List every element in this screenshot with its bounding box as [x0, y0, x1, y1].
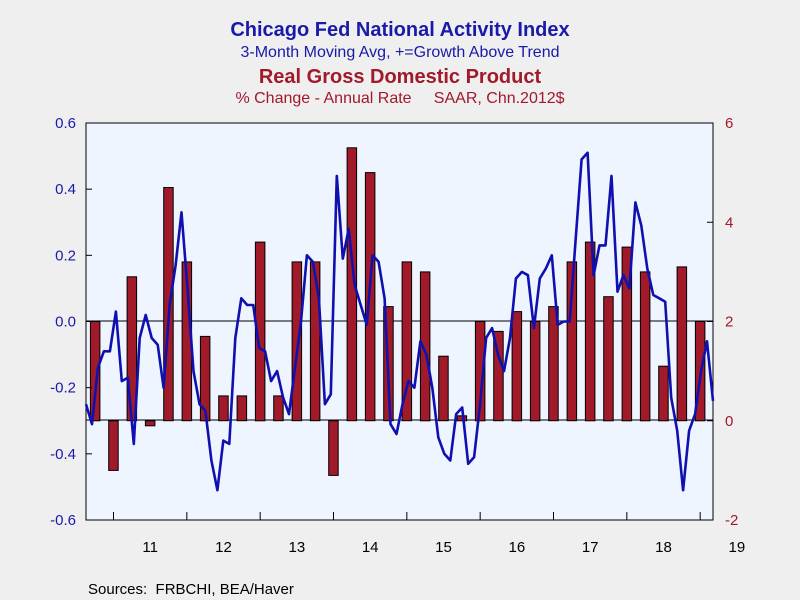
- chart-subtitle-1: 3-Month Moving Avg, +=Growth Above Trend: [241, 44, 560, 61]
- gdp-bar: [218, 395, 229, 422]
- gdp-bar: [401, 261, 413, 422]
- right-tick-label: 2: [725, 314, 733, 331]
- gdp-bar: [474, 321, 486, 422]
- x-tick-label: 18: [655, 539, 672, 556]
- x-tick-label: 13: [288, 539, 305, 556]
- gdp-bar: [566, 261, 578, 422]
- gdp-bar: [603, 296, 614, 422]
- chart-title-1: Chicago Fed National Activity Index: [230, 19, 569, 41]
- gdp-bar: [309, 261, 321, 422]
- gdp-bar: [199, 335, 211, 422]
- gdp-bar: [144, 420, 156, 427]
- gdp-bar: [456, 415, 468, 422]
- gdp-bar: [584, 241, 596, 422]
- left-tick-label: -0.6: [50, 512, 76, 529]
- left-tick-label: -0.4: [50, 446, 76, 463]
- left-tick-label: 0.0: [55, 314, 76, 331]
- right-axis: 6 4 2 0 -2: [725, 115, 738, 529]
- x-tick-label: 12: [215, 539, 232, 556]
- cfnai-line: [84, 151, 715, 492]
- gdp-bar: [438, 355, 449, 422]
- left-tick-label: 0.6: [55, 115, 76, 132]
- gdp-bar: [621, 246, 633, 422]
- gdp-bar: [89, 321, 101, 422]
- x-tick-label: 17: [582, 539, 599, 556]
- gdp-bar: [658, 365, 669, 422]
- gdp-bar: [548, 306, 559, 422]
- gdp-bar: [291, 261, 303, 422]
- chart-subtitle-2: % Change - Annual Rate SAAR, Chn.2012$: [235, 90, 564, 107]
- right-tick-label: 0: [725, 413, 733, 430]
- left-tick-label: -0.2: [50, 380, 76, 397]
- x-tick-label: 11: [142, 539, 158, 556]
- gdp-bar: [639, 271, 651, 422]
- x-tick-label: 16: [508, 539, 525, 556]
- gdp-bar: [273, 395, 284, 422]
- right-tick-label: -2: [725, 512, 738, 529]
- gdp-bar: [511, 311, 523, 422]
- chart-title-2: Real Gross Domestic Product: [259, 66, 542, 88]
- left-axis: 0.6 0.4 0.2 0.0 -0.2 -0.4 -0.6: [50, 115, 76, 529]
- x-axis: 11 12 13 14 15 16 17 18 19: [142, 539, 745, 556]
- x-tick-label: 15: [435, 539, 452, 556]
- source-note: Sources: FRBCHI, BEA/Haver: [88, 581, 294, 598]
- left-tick-label: 0.4: [55, 181, 76, 198]
- right-tick-label: 6: [725, 115, 733, 132]
- x-tick-label: 19: [728, 539, 745, 556]
- gdp-bar: [346, 147, 358, 422]
- gdp-bar: [254, 241, 266, 422]
- cfnai-series-line: [84, 151, 715, 492]
- gdp-bar: [529, 321, 541, 422]
- gdp-bar: [493, 330, 504, 422]
- gdp-bar: [328, 420, 339, 476]
- gdp-bar: [236, 395, 248, 422]
- x-tick-label: 14: [362, 539, 379, 556]
- axis-ticks: [86, 122, 713, 521]
- right-tick-label: 4: [725, 214, 733, 231]
- gdp-bar: [676, 266, 688, 422]
- left-tick-label: 0.2: [55, 247, 76, 264]
- gdp-bar: [108, 420, 119, 471]
